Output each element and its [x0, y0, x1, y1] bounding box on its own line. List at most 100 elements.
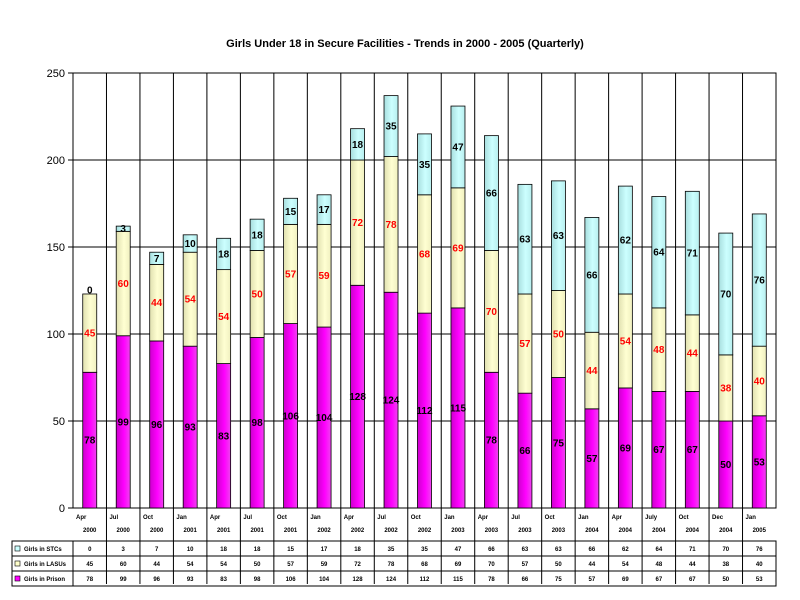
data-label: 35 — [419, 160, 431, 171]
data-label: 98 — [252, 418, 264, 429]
data-label: 18 — [352, 140, 364, 151]
data-label: 66 — [519, 446, 531, 457]
table-value: 54 — [187, 562, 194, 568]
table-value: 78 — [488, 577, 495, 583]
x-tick-year: 2002 — [418, 528, 432, 534]
y-tick-label: 0 — [59, 503, 65, 515]
table-value: 68 — [421, 562, 428, 568]
x-tick-month: July — [645, 515, 658, 521]
table-value: 64 — [655, 547, 662, 553]
x-tick-year: 2003 — [451, 528, 465, 534]
data-label: 18 — [252, 230, 264, 241]
bar-segment-girls-in-stcs — [383, 95, 399, 157]
data-label: 70 — [720, 289, 732, 300]
data-label: 93 — [185, 423, 197, 434]
table-value: 71 — [689, 547, 696, 553]
x-tick-month: Dec — [712, 515, 724, 521]
x-tick-year: 2002 — [351, 528, 365, 534]
table-value: 35 — [388, 547, 395, 553]
table-value: 47 — [455, 547, 462, 553]
table-value: 76 — [756, 547, 763, 553]
table-value: 53 — [756, 577, 763, 583]
x-tick-year: 2000 — [83, 528, 97, 534]
data-label: 124 — [383, 396, 400, 407]
y-tick-label: 100 — [47, 329, 65, 341]
table-value: 18 — [254, 547, 261, 553]
table-value: 78 — [86, 577, 93, 583]
bar-segment-girls-in-stcs — [216, 237, 232, 271]
table-value: 50 — [722, 577, 729, 583]
table-value: 115 — [453, 577, 463, 583]
bar-segment-girls-in-stcs — [584, 217, 600, 333]
data-label: 68 — [419, 249, 431, 260]
table-value: 75 — [555, 577, 562, 583]
x-tick-month: Apr — [76, 515, 87, 521]
x-tick-year: 2000 — [117, 528, 131, 534]
chart-title: Girls Under 18 in Secure Facilities - Tr… — [226, 38, 584, 50]
data-label: 66 — [586, 270, 598, 281]
data-label: 78 — [385, 220, 397, 231]
table-value: 66 — [488, 547, 495, 553]
legend-series-name: Girls in Prison — [24, 577, 65, 583]
table-value: 17 — [321, 547, 328, 553]
table-value: 57 — [287, 562, 294, 568]
bar-segment-girls-in-stcs — [417, 133, 432, 196]
table-value: 44 — [153, 562, 160, 568]
x-tick-month: Oct — [143, 515, 153, 521]
data-label: 57 — [519, 339, 531, 350]
x-tick-year: 2001 — [183, 528, 197, 534]
table-value: 93 — [187, 577, 194, 583]
data-label: 96 — [151, 420, 163, 431]
data-label: 53 — [754, 457, 766, 468]
y-tick-label: 150 — [47, 242, 65, 254]
bar-segment-girls-in-stcs — [182, 234, 198, 253]
table-value: 40 — [756, 562, 763, 568]
x-tick-year: 2004 — [719, 528, 733, 534]
data-label: 15 — [285, 207, 297, 218]
bar-segment-girls-in-stcs — [617, 185, 633, 295]
data-label: 44 — [586, 366, 598, 377]
table-value: 99 — [120, 577, 127, 583]
data-label: 106 — [282, 411, 299, 422]
table-value: 60 — [120, 562, 127, 568]
table-value: 69 — [455, 562, 462, 568]
x-tick-month: Oct — [679, 515, 689, 521]
data-label: 69 — [620, 443, 632, 454]
data-label: 112 — [416, 406, 433, 417]
data-label: 44 — [687, 349, 699, 360]
bar-segment-girls-in-stcs — [751, 213, 767, 347]
data-label: 44 — [151, 298, 163, 309]
x-tick-year: 2005 — [753, 528, 767, 534]
table-value: 44 — [689, 562, 696, 568]
legend-series-name: Girls in LASUs — [24, 562, 67, 568]
x-tick-year: 2000 — [150, 528, 164, 534]
data-label: 50 — [252, 289, 264, 300]
y-axis: 0 50 100 150 200 250 — [47, 68, 73, 515]
table-value: 54 — [622, 562, 629, 568]
x-tick-year: 2003 — [552, 528, 566, 534]
table-value: 70 — [488, 562, 495, 568]
data-label: 115 — [450, 403, 467, 414]
x-tick-month: Jul — [109, 515, 118, 521]
bars: 78 45 0 99 60 3 96 44 7 93 54 10 83 54 18 98 50 18 106 57 15… — [82, 95, 767, 509]
legend-swatch — [14, 545, 21, 552]
x-tick-month: Jan — [444, 515, 455, 521]
data-label: 60 — [118, 279, 130, 290]
bar-segment-girls-in-stcs — [149, 251, 165, 265]
x-tick-year: 2003 — [518, 528, 532, 534]
data-label: 50 — [720, 460, 732, 471]
data-label: 67 — [687, 445, 699, 456]
x-tick-year: 2001 — [250, 528, 264, 534]
data-label: 104 — [316, 413, 333, 424]
table-value: 62 — [622, 547, 629, 553]
table-value: 59 — [321, 562, 328, 568]
data-label: 69 — [452, 243, 464, 254]
data-label: 54 — [218, 312, 230, 323]
x-tick-year: 2002 — [317, 528, 331, 534]
data-label: 75 — [553, 438, 565, 449]
table-value: 66 — [589, 547, 596, 553]
y-tick-label: 200 — [47, 155, 65, 167]
table-value: 18 — [220, 547, 227, 553]
table-value: 70 — [722, 547, 729, 553]
table-value: 69 — [622, 577, 629, 583]
